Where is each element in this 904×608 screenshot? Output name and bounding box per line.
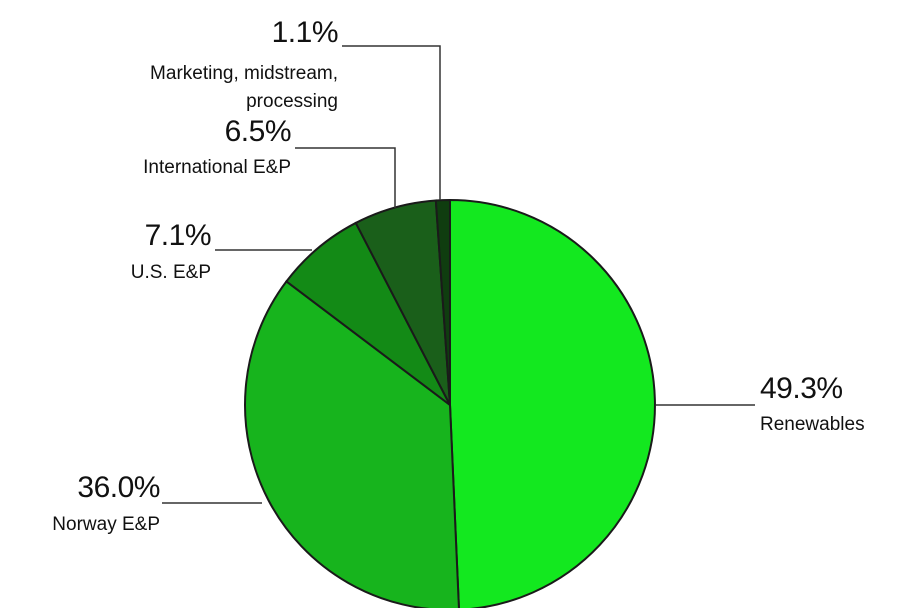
category-label-marketing-line2: processing: [246, 91, 338, 112]
value-label-us: 7.1%: [145, 219, 211, 252]
leader-line-international: [295, 147, 396, 208]
value-label-norway: 36.0%: [77, 471, 160, 504]
leader-line-marketing: [342, 45, 441, 200]
pie-slices: [244, 198, 656, 608]
category-label-norway: Norway E&P: [52, 514, 160, 535]
value-label-international: 6.5%: [225, 115, 291, 148]
category-label-international: International E&P: [143, 157, 291, 178]
pie-slice-renewables: [449, 198, 656, 608]
value-label-renewables: 49.3%: [760, 372, 843, 405]
category-label-us: U.S. E&P: [131, 262, 211, 283]
pie-slice-norway: [244, 279, 460, 608]
category-label-marketing-line1: Marketing, midstream,: [150, 63, 338, 84]
category-label-renewables: Renewables: [760, 414, 865, 435]
leader-lines: [162, 45, 755, 504]
pie-slice-marketing: [434, 198, 451, 406]
slice-labels: 49.3% Renewables 36.0% Norway E&P 7.1% U…: [52, 16, 864, 535]
value-label-marketing: 1.1%: [272, 16, 338, 49]
